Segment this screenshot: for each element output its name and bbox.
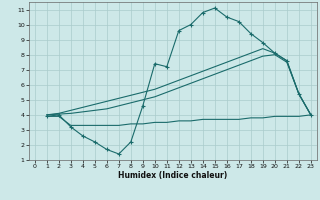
X-axis label: Humidex (Indice chaleur): Humidex (Indice chaleur) bbox=[118, 171, 228, 180]
